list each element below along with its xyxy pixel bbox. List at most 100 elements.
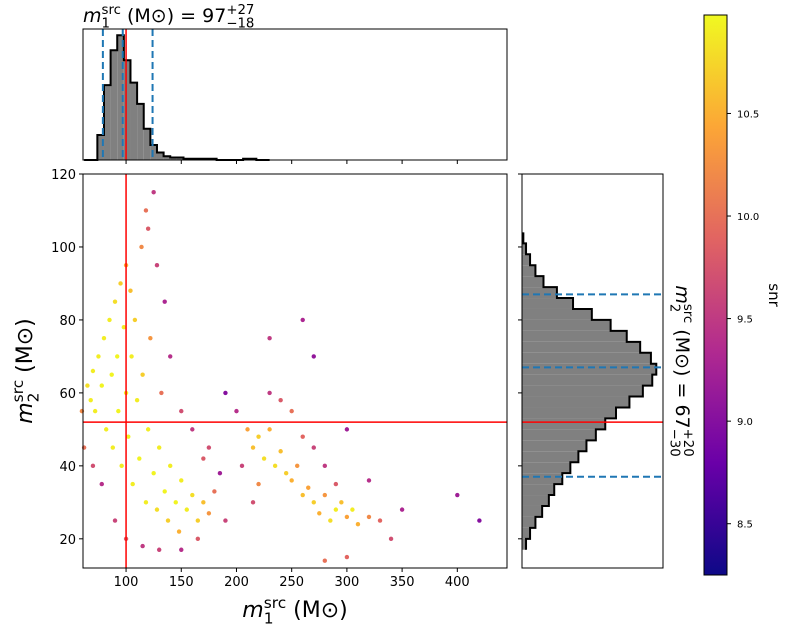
x-axis-label-sup: src — [264, 594, 286, 612]
scatter-point — [289, 478, 294, 483]
histogram-bar — [522, 385, 643, 397]
scatter-point — [333, 507, 339, 512]
histogram-bar — [103, 85, 111, 160]
histogram-title-sup: +20 — [680, 429, 695, 457]
scatter-point — [399, 507, 405, 512]
histogram-title-text: m — [83, 5, 102, 27]
x-tick-label: 150 — [169, 575, 194, 590]
scatter-point — [366, 478, 372, 483]
scatter-point — [145, 427, 151, 432]
histogram-bar — [143, 128, 151, 160]
histogram-title-sub: 2 — [666, 304, 681, 312]
histogram-title-text: (M⊙) = — [671, 323, 693, 404]
y-axis-label-text: m — [13, 402, 38, 423]
scatter-point — [455, 492, 460, 498]
histogram-bar — [522, 243, 527, 255]
scatter-point — [165, 518, 171, 523]
histogram-title-sup: src — [102, 3, 121, 18]
scatter-point — [328, 518, 333, 523]
histogram-outline — [522, 232, 658, 550]
scatter-point — [322, 463, 328, 469]
scatter-point — [278, 397, 283, 403]
scatter-point — [311, 445, 316, 450]
scatter-point — [151, 470, 156, 476]
scatter-point — [168, 354, 173, 359]
histogram-title-text: 67 — [671, 404, 693, 428]
scatter-point — [350, 507, 355, 512]
scatter-point — [355, 522, 361, 527]
histogram-bar — [137, 103, 144, 160]
scatter-point — [223, 390, 228, 396]
x-axis-label-text: m — [242, 598, 263, 623]
colorbar-tick-label: 10.0 — [737, 212, 759, 223]
scatter-point — [121, 325, 127, 330]
scatter-point — [317, 511, 322, 516]
scatter-point — [267, 427, 272, 432]
histogram-title-text: 97 — [202, 5, 226, 27]
histogram-bar — [123, 60, 131, 160]
histogram-bar — [522, 276, 544, 288]
scatter-point — [156, 547, 162, 552]
histogram-bar — [522, 352, 651, 364]
x-tick-label: 300 — [334, 575, 359, 590]
scatter-point — [300, 492, 305, 498]
x-axis-label-sub: 1 — [264, 610, 274, 628]
histogram-title-text: m — [671, 285, 693, 304]
scatter-point — [103, 427, 109, 432]
scatter-point — [179, 408, 184, 414]
scatter-point — [173, 500, 178, 505]
scatter-point — [267, 390, 272, 396]
axes-frame — [521, 173, 664, 569]
histogram-title-sub: 1 — [102, 17, 110, 32]
histogram-bar — [176, 157, 184, 160]
y-axis-label-text: (M⊙) — [13, 318, 38, 380]
histogram-bar — [522, 265, 536, 277]
histogram-bar — [156, 152, 164, 160]
histogram-bar — [522, 298, 574, 309]
histogram-title-sup: src — [680, 304, 695, 323]
scatter-point — [239, 463, 245, 469]
x-tick-label: 200 — [224, 575, 249, 590]
scatter-point — [377, 518, 383, 523]
scatter-point — [159, 390, 164, 396]
histogram-bar — [522, 440, 587, 452]
scatter-point — [179, 478, 184, 483]
scatter-point — [145, 226, 151, 231]
x-tick-label: 350 — [390, 575, 415, 590]
scatter-point — [176, 529, 182, 534]
y-tick-label: 120 — [51, 168, 76, 183]
scatter-point — [156, 445, 162, 450]
scatter-point — [90, 368, 96, 374]
histogram-bar — [150, 145, 157, 160]
scatter-point — [283, 470, 289, 476]
scatter-point — [322, 558, 328, 563]
scatter-point — [154, 507, 160, 512]
histogram-bar — [522, 363, 657, 375]
scatter-point — [140, 372, 145, 377]
histogram-bar — [522, 473, 563, 485]
scatter-point — [300, 434, 305, 439]
scatter-point — [184, 507, 189, 512]
histogram-bar — [522, 341, 641, 353]
scatter-point — [344, 554, 350, 560]
scatter-point — [201, 500, 206, 505]
colorbar — [703, 14, 728, 576]
scatter-point — [234, 408, 239, 414]
scatter-point — [128, 288, 133, 293]
scatter-point — [250, 500, 256, 505]
histogram-bar — [163, 156, 171, 160]
scatter-point — [339, 500, 344, 505]
scatter-point — [110, 445, 116, 450]
scatter-point — [195, 536, 201, 542]
scatter-point — [154, 263, 160, 268]
histogram-bar — [522, 429, 596, 441]
histogram-bar — [522, 308, 592, 320]
scatter-point — [306, 485, 311, 490]
scatter-point — [206, 511, 212, 516]
scatter-point — [112, 518, 118, 523]
scatter-point — [278, 449, 283, 454]
histogram-bar — [110, 50, 118, 161]
histogram-bar — [117, 35, 124, 160]
